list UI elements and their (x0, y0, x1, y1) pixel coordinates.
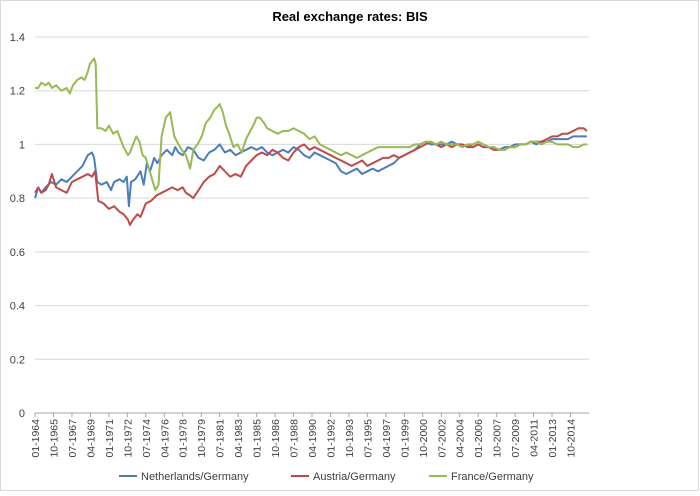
x-tick-label: 01-2013 (547, 419, 559, 458)
y-tick-label: 0 (19, 408, 25, 420)
x-tick-label: 01-1971 (104, 419, 116, 458)
x-tick-label: 07-2002 (436, 419, 448, 458)
x-tick-label: 01-1964 (30, 419, 42, 458)
x-tick-label: 07-1967 (67, 419, 79, 458)
x-tick-label: 07-1988 (289, 419, 301, 458)
x-tick-label: 01-1992 (325, 419, 337, 458)
x-tick-label: 10-2014 (566, 419, 578, 458)
y-tick-label: 1 (19, 139, 25, 151)
legend-label: Austria/Germany (313, 471, 396, 483)
legend-label: France/Germany (451, 471, 534, 483)
y-tick-label: 0.6 (10, 247, 25, 259)
y-tick-label: 0.4 (10, 301, 25, 313)
x-tick-label: 10-1972 (122, 419, 134, 458)
chart-title: Real exchange rates: BIS (272, 9, 428, 24)
x-tick-label: 04-2004 (455, 419, 467, 458)
x-tick-label: 07-2009 (510, 419, 522, 458)
x-tick-label: 01-1999 (399, 419, 411, 458)
x-tick-label: 10-1993 (344, 419, 356, 458)
x-tick-label: 07-1974 (141, 419, 153, 458)
x-tick-label: 04-2011 (529, 419, 541, 457)
x-tick-label: 10-1979 (196, 419, 208, 458)
x-axis (34, 412, 589, 417)
gridlines (35, 36, 589, 360)
series-lines (34, 57, 588, 226)
x-tick-label: 10-1965 (48, 419, 60, 458)
y-axis-tick-labels: 0 0.2 0.4 0.6 0.8 1 1.2 1.4 (10, 32, 25, 420)
series-line-austria-germany (34, 127, 588, 226)
x-tick-label: 01-1985 (252, 419, 264, 458)
series-line-france-germany (35, 57, 587, 192)
series-line-netherlands-germany (34, 135, 587, 208)
y-tick-label: 0.2 (10, 354, 25, 366)
x-tick-label: 04-1983 (233, 419, 245, 458)
x-tick-label: 10-2007 (492, 419, 504, 458)
y-tick-label: 1.2 (10, 86, 25, 98)
x-tick-label: 01-1978 (178, 419, 190, 458)
x-tick-label: 07-1995 (362, 419, 374, 458)
x-tick-label: 04-1990 (307, 419, 319, 458)
y-tick-label: 1.4 (10, 32, 25, 44)
x-tick-label: 07-1981 (215, 419, 227, 458)
y-tick-label: 0.8 (10, 193, 25, 205)
x-tick-label: 01-2006 (473, 419, 485, 458)
x-tick-label: 10-1986 (270, 419, 282, 458)
legend-label: Netherlands/Germany (141, 471, 249, 483)
x-tick-label: 04-1969 (85, 419, 97, 458)
x-tick-label: 04-1976 (159, 419, 171, 458)
x-axis-tick-labels: 01-1964 10-1965 07-1967 04-1969 01-1971 10-19… (30, 419, 578, 458)
x-tick-label: 10-2000 (418, 419, 430, 458)
x-tick-label: 04-1997 (381, 419, 393, 458)
legend: Netherlands/Germany Austria/Germany France… (119, 471, 534, 483)
